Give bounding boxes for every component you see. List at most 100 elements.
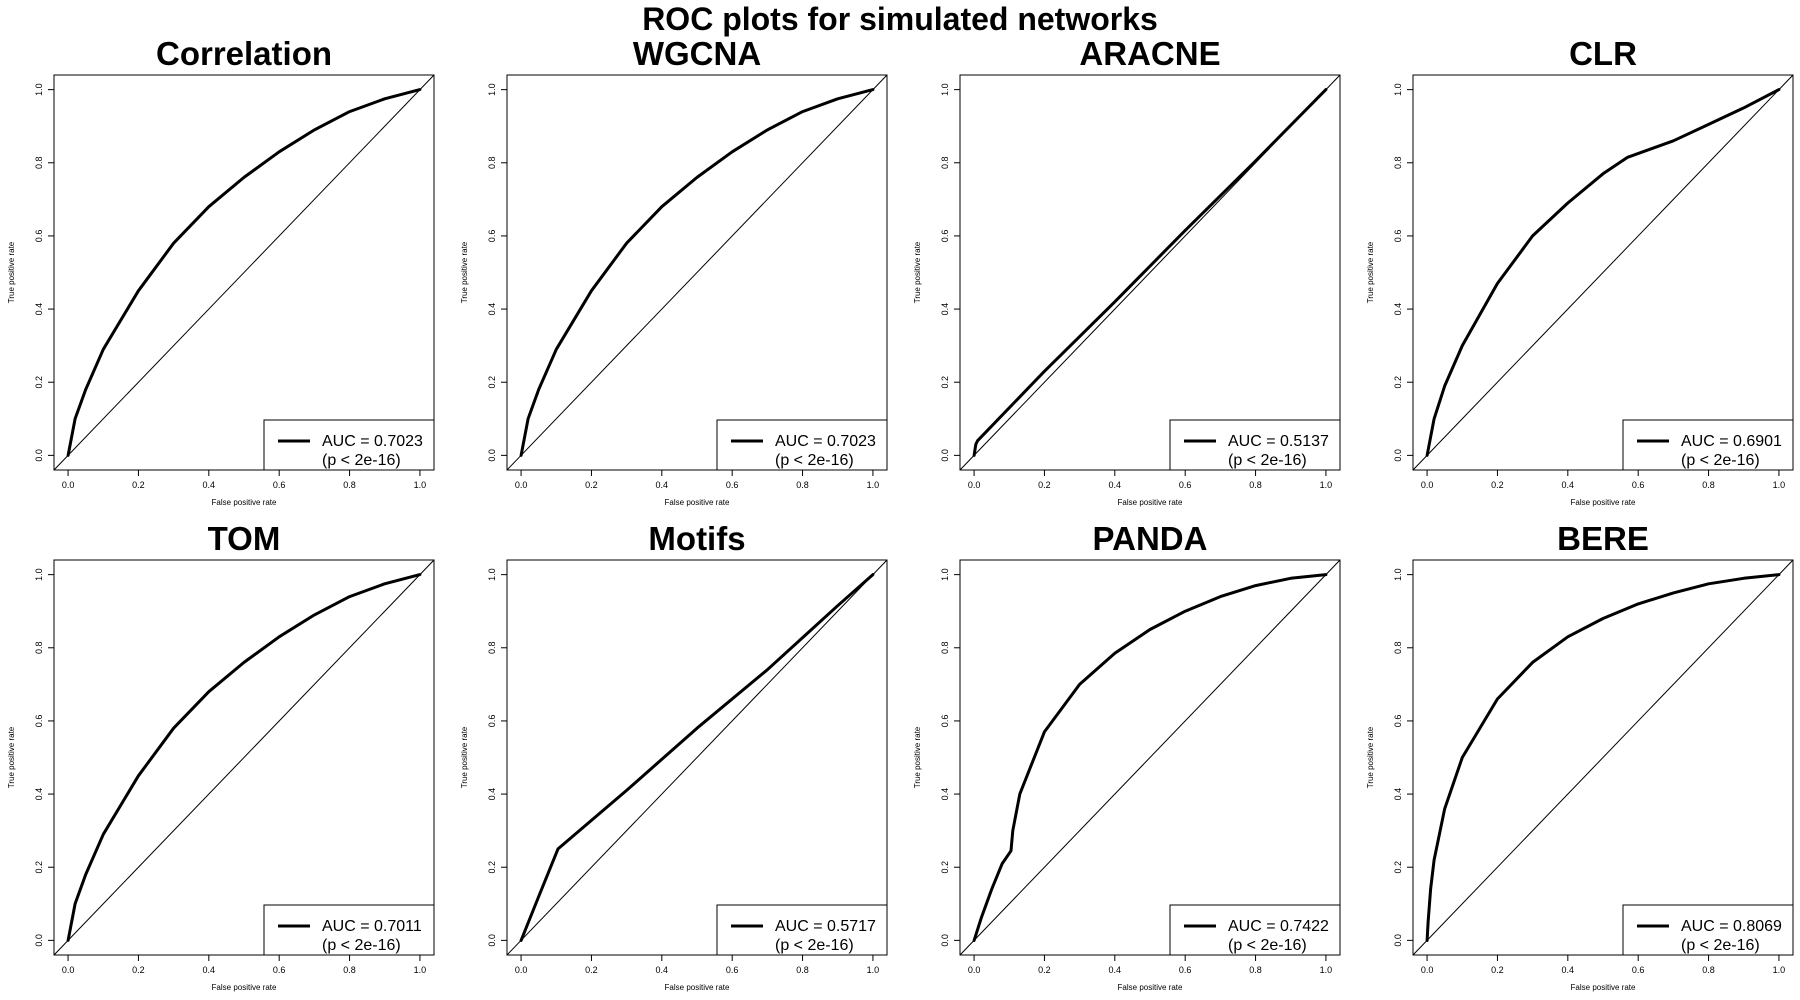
x-tick-label: 0.6 bbox=[273, 480, 286, 490]
x-axis-label: False positive rate bbox=[212, 983, 277, 992]
y-tick-label: 0.2 bbox=[487, 861, 497, 874]
panel-title: CLR bbox=[1569, 35, 1637, 72]
y-tick-label: 1.0 bbox=[940, 83, 950, 96]
y-tick-label: 0.8 bbox=[1393, 157, 1403, 170]
x-tick-label: 0.6 bbox=[726, 480, 739, 490]
roc-panel-1: WGCNA 0.0 0.2 0.4 0.6 0.8 1.0 0.0 0.2 0.4 0.6 0.8 1.… bbox=[460, 35, 888, 507]
x-tick-label: 0.4 bbox=[1109, 965, 1122, 975]
panel-title: TOM bbox=[208, 520, 281, 557]
diagonal-reference-line bbox=[53, 74, 435, 471]
x-tick-label: 1.0 bbox=[414, 965, 427, 975]
y-tick-label: 0.0 bbox=[1393, 449, 1403, 462]
roc-panel-5: Motifs 0.0 0.2 0.4 0.6 0.8 1.0 0.0 0.2 0.4 0.6 0.8 1… bbox=[460, 520, 888, 992]
plot-frame bbox=[959, 74, 1341, 471]
y-tick-label: 0.4 bbox=[1393, 788, 1403, 801]
y-axis-label: True positive rate bbox=[460, 241, 469, 303]
legend-pvalue-text: (p < 2e-16) bbox=[322, 937, 401, 954]
legend-frame bbox=[1622, 419, 1794, 471]
roc-curve bbox=[972, 88, 1328, 457]
plot-frame bbox=[959, 559, 1341, 956]
y-tick-label: 0.8 bbox=[487, 642, 497, 655]
diagonal-reference-line bbox=[1412, 74, 1794, 471]
y-tick-label: 0.0 bbox=[940, 449, 950, 462]
x-tick-label: 0.0 bbox=[968, 965, 981, 975]
legend-auc-text: AUC = 0.8069 bbox=[1681, 918, 1782, 935]
x-tick-label: 0.4 bbox=[656, 965, 669, 975]
legend: AUC = 0.7011 (p < 2e-16) bbox=[263, 904, 435, 956]
roc-curve bbox=[66, 573, 422, 942]
x-tick-label: 0.2 bbox=[1038, 965, 1051, 975]
x-axis-label: False positive rate bbox=[665, 983, 730, 992]
y-axis-label: True positive rate bbox=[1366, 726, 1375, 788]
diagonal-reference-line bbox=[53, 559, 435, 956]
y-tick-label: 0.2 bbox=[34, 376, 44, 389]
legend-auc-text: AUC = 0.6901 bbox=[1681, 433, 1782, 450]
x-axis-label: False positive rate bbox=[665, 498, 730, 507]
y-axis-label: True positive rate bbox=[7, 726, 16, 788]
roc-curve bbox=[972, 573, 1328, 942]
roc-panel-7: BERE 0.0 0.2 0.4 0.6 0.8 1.0 0.0 0.2 0.4 0.6 0.8 1.0… bbox=[1366, 520, 1794, 992]
x-tick-label: 1.0 bbox=[867, 965, 880, 975]
x-tick-label: 0.0 bbox=[515, 965, 528, 975]
panel-title: Correlation bbox=[156, 35, 332, 72]
x-tick-label: 0.4 bbox=[203, 480, 216, 490]
x-tick-label: 0.2 bbox=[585, 480, 598, 490]
y-tick-label: 0.2 bbox=[487, 376, 497, 389]
y-tick-label: 0.4 bbox=[940, 303, 950, 316]
x-tick-label: 0.2 bbox=[1491, 965, 1504, 975]
plot-frame bbox=[506, 559, 888, 956]
y-tick-label: 1.0 bbox=[487, 83, 497, 96]
y-tick-label: 0.6 bbox=[940, 230, 950, 243]
legend-pvalue-text: (p < 2e-16) bbox=[1681, 937, 1760, 954]
y-tick-label: 0.4 bbox=[34, 788, 44, 801]
y-tick-label: 0.8 bbox=[34, 157, 44, 170]
y-tick-label: 0.0 bbox=[34, 449, 44, 462]
y-tick-label: 0.8 bbox=[940, 157, 950, 170]
y-tick-label: 0.0 bbox=[1393, 934, 1403, 947]
legend: AUC = 0.5717 (p < 2e-16) bbox=[716, 904, 888, 956]
x-tick-label: 0.6 bbox=[273, 965, 286, 975]
roc-panel-0: Correlation 0.0 0.2 0.4 0.6 0.8 1.0 0.0 0.2 0.4 0.… bbox=[7, 35, 435, 507]
x-tick-label: 0.8 bbox=[1702, 480, 1715, 490]
x-tick-label: 0.8 bbox=[1702, 965, 1715, 975]
x-tick-label: 0.4 bbox=[1109, 480, 1122, 490]
x-tick-label: 0.6 bbox=[1179, 480, 1192, 490]
x-tick-label: 0.4 bbox=[203, 965, 216, 975]
x-tick-label: 0.2 bbox=[585, 965, 598, 975]
legend-frame bbox=[1622, 904, 1794, 956]
x-tick-label: 1.0 bbox=[1320, 965, 1333, 975]
y-tick-label: 0.8 bbox=[487, 157, 497, 170]
legend: AUC = 0.8069 (p < 2e-16) bbox=[1622, 904, 1794, 956]
y-tick-label: 0.8 bbox=[34, 642, 44, 655]
y-tick-label: 0.0 bbox=[487, 934, 497, 947]
y-tick-label: 1.0 bbox=[487, 568, 497, 581]
y-tick-label: 0.6 bbox=[940, 715, 950, 728]
x-axis-label: False positive rate bbox=[1118, 498, 1183, 507]
legend: AUC = 0.7023 (p < 2e-16) bbox=[263, 419, 435, 471]
y-tick-label: 0.4 bbox=[1393, 303, 1403, 316]
panel-title: WGCNA bbox=[633, 35, 761, 72]
roc-curve bbox=[519, 88, 875, 457]
x-tick-label: 1.0 bbox=[867, 480, 880, 490]
y-axis-label: True positive rate bbox=[1366, 241, 1375, 303]
legend-frame bbox=[716, 419, 888, 471]
legend-auc-text: AUC = 0.5717 bbox=[775, 918, 876, 935]
y-tick-label: 0.6 bbox=[1393, 230, 1403, 243]
x-tick-label: 0.8 bbox=[1249, 480, 1262, 490]
x-tick-label: 0.0 bbox=[1421, 480, 1434, 490]
plot-frame bbox=[53, 74, 435, 471]
legend-pvalue-text: (p < 2e-16) bbox=[322, 452, 401, 469]
roc-curve bbox=[1425, 573, 1781, 942]
legend-auc-text: AUC = 0.7023 bbox=[775, 433, 876, 450]
x-tick-label: 0.8 bbox=[343, 480, 356, 490]
x-tick-label: 0.4 bbox=[656, 480, 669, 490]
legend-auc-text: AUC = 0.5137 bbox=[1228, 433, 1329, 450]
x-tick-label: 0.0 bbox=[62, 480, 75, 490]
roc-curve bbox=[66, 88, 422, 457]
legend-frame bbox=[263, 419, 435, 471]
legend-frame bbox=[716, 904, 888, 956]
y-tick-label: 1.0 bbox=[34, 568, 44, 581]
x-tick-label: 1.0 bbox=[1320, 480, 1333, 490]
y-tick-label: 1.0 bbox=[1393, 568, 1403, 581]
diagonal-reference-line bbox=[959, 559, 1341, 956]
